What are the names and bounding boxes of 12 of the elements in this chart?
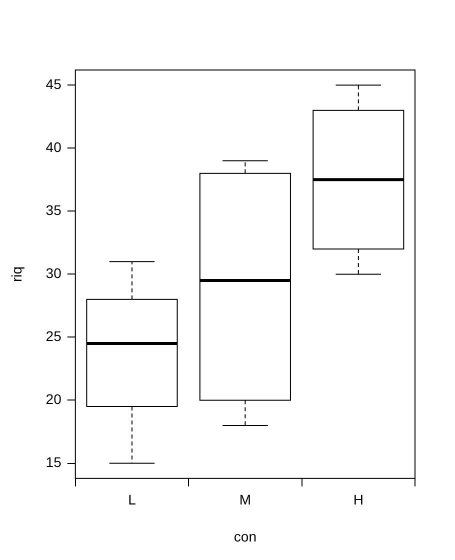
y-tick-label: 45 <box>46 76 62 92</box>
y-tick-label: 25 <box>46 328 62 344</box>
x-tick-label: H <box>353 492 364 508</box>
y-axis-title: riq <box>8 266 24 282</box>
y-tick-label: 15 <box>46 454 62 470</box>
x-tick-label: M <box>239 492 252 508</box>
y-tick-label: 30 <box>46 265 62 282</box>
y-tick-label: 40 <box>46 139 62 156</box>
y-tick-label: 20 <box>46 391 62 408</box>
x-axis-title: con <box>234 528 256 544</box>
x-tick-label: L <box>128 492 136 508</box>
y-tick-label: 35 <box>46 202 62 218</box>
